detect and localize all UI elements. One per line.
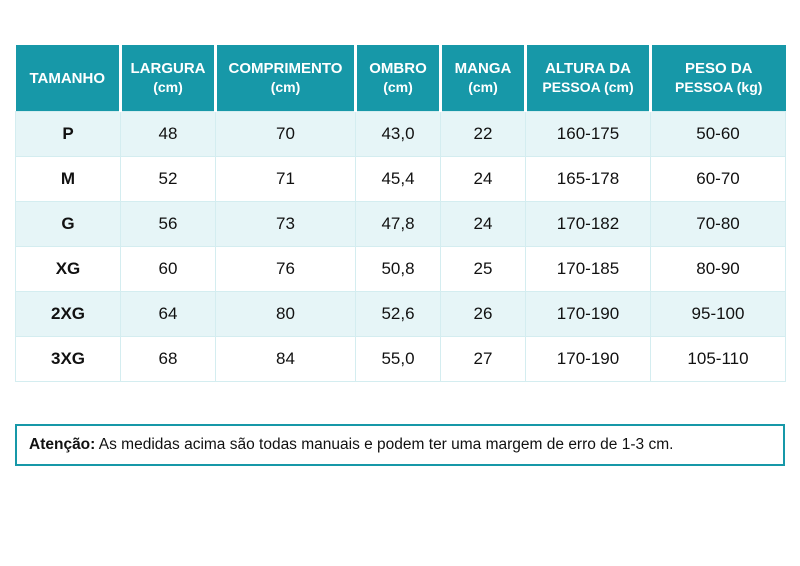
size-cell: G (15, 201, 121, 247)
table-cell: 64 (120, 291, 216, 337)
table-cell: 45,4 (355, 156, 441, 202)
table-row-2xg: 2XG 64 80 52,6 26 170-190 95-100 (15, 291, 786, 337)
table-cell: 26 (440, 291, 526, 337)
table-cell: 170-185 (525, 246, 651, 292)
column-header-peso: PESO DA PESSOA (kg) (649, 45, 786, 112)
column-header-tamanho: TAMANHO (15, 45, 121, 112)
table-cell: 71 (215, 156, 356, 202)
table-cell: 70-80 (650, 201, 786, 247)
table-cell: 80-90 (650, 246, 786, 292)
table-cell: 50-60 (650, 111, 786, 157)
table-cell: 80 (215, 291, 356, 337)
table-cell: 50,8 (355, 246, 441, 292)
table-cell: 170-190 (525, 291, 651, 337)
attention-note: Atenção: As medidas acima são todas manu… (15, 424, 785, 466)
table-cell: 170-182 (525, 201, 651, 247)
table-cell: 60-70 (650, 156, 786, 202)
table-row-p: P 48 70 43,0 22 160-175 50-60 (15, 111, 786, 157)
table-cell: 25 (440, 246, 526, 292)
table-cell: 73 (215, 201, 356, 247)
size-chart-table: TAMANHO LARGURA (cm) COMPRIMENTO (cm) OM… (15, 45, 786, 382)
table-cell: 105-110 (650, 336, 786, 382)
size-cell: XG (15, 246, 121, 292)
column-header-largura: LARGURA (cm) (119, 45, 216, 112)
table-cell: 70 (215, 111, 356, 157)
table-cell: 47,8 (355, 201, 441, 247)
table-cell: 43,0 (355, 111, 441, 157)
table-cell: 60 (120, 246, 216, 292)
size-cell: P (15, 111, 121, 157)
table-cell: 52,6 (355, 291, 441, 337)
table-cell: 165-178 (525, 156, 651, 202)
table-cell: 27 (440, 336, 526, 382)
size-cell: 3XG (15, 336, 121, 382)
table-cell: 24 (440, 156, 526, 202)
size-table-body: P 48 70 43,0 22 160-175 50-60 M 52 71 45… (15, 111, 786, 382)
attention-text: As medidas acima são todas manuais e pod… (95, 436, 674, 453)
column-header-altura: ALTURA DA PESSOA (cm) (524, 45, 651, 112)
table-cell: 84 (215, 336, 356, 382)
table-row-m: M 52 71 45,4 24 165-178 60-70 (15, 156, 786, 202)
table-header-row: TAMANHO LARGURA (cm) COMPRIMENTO (cm) OM… (15, 45, 786, 112)
table-cell: 52 (120, 156, 216, 202)
attention-label: Atenção: (29, 436, 96, 453)
table-cell: 55,0 (355, 336, 441, 382)
table-cell: 160-175 (525, 111, 651, 157)
column-header-ombro: OMBRO (cm) (354, 45, 441, 112)
size-cell: 2XG (15, 291, 121, 337)
table-cell: 95-100 (650, 291, 786, 337)
size-cell: M (15, 156, 121, 202)
table-row-3xg: 3XG 68 84 55,0 27 170-190 105-110 (15, 336, 786, 382)
table-cell: 68 (120, 336, 216, 382)
table-cell: 56 (120, 201, 216, 247)
column-header-manga: MANGA (cm) (439, 45, 526, 112)
table-cell: 24 (440, 201, 526, 247)
table-cell: 48 (120, 111, 216, 157)
table-row-g: G 56 73 47,8 24 170-182 70-80 (15, 201, 786, 247)
table-row-xg: XG 60 76 50,8 25 170-185 80-90 (15, 246, 786, 292)
table-cell: 22 (440, 111, 526, 157)
column-header-comprimento: COMPRIMENTO (cm) (214, 45, 356, 112)
table-cell: 170-190 (525, 336, 651, 382)
table-cell: 76 (215, 246, 356, 292)
